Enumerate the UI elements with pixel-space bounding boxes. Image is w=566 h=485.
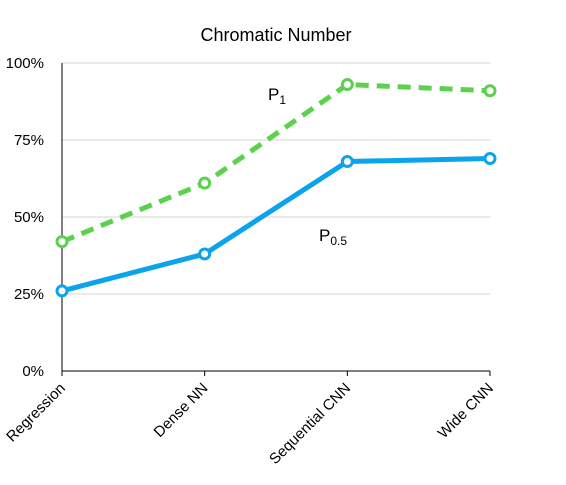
data-point [55,284,69,298]
gridlines [62,62,490,295]
data-point [198,247,212,261]
data-point [483,151,497,165]
y-tick-label: 0% [22,363,44,380]
data-point [55,235,69,249]
x-axis-ticks: Regression Dense NN Sequential CNN Wide CNN [3,371,497,468]
series-layer [55,78,497,298]
y-tick-label: 100% [6,55,44,72]
series-label-p1: P1 [268,85,286,107]
x-tick-label: Wide CNN [435,380,497,442]
series-label-p05: P0.5 [319,226,347,248]
x-tick-label: Dense NN [151,380,212,441]
data-point [198,176,212,190]
data-point [340,155,354,169]
x-tick-label: Sequential CNN [266,380,354,468]
y-tick-label: 25% [14,286,44,303]
y-axis-ticks: 0% 25% 50% 75% 100% [6,55,44,380]
y-tick-label: 50% [14,209,44,226]
axes [61,63,490,372]
data-point [483,84,497,98]
data-point [340,78,354,92]
y-tick-label: 75% [14,132,44,149]
chart-title: Chromatic Number [200,25,351,45]
series-line-p05 [59,155,493,294]
x-tick-label: Regression [3,380,69,446]
series-line-p1 [61,82,491,244]
